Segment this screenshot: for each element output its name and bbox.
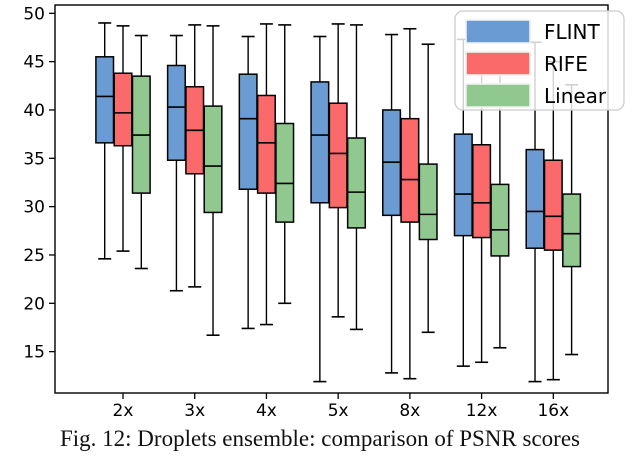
box-Linear-12x [490,183,510,257]
box-Linear-8x [418,163,438,241]
y-tick-label: 45 [23,53,45,73]
y-tick-label: 50 [23,4,45,24]
box-RIFE-8x [400,117,420,223]
box-RIFE-2x [113,72,133,147]
box-RIFE-4x [256,94,276,194]
box-FLINT-12x [453,133,473,237]
legend-label-Linear: Linear [544,84,607,108]
x-tick-label-5x: 5x [328,401,349,421]
box-FLINT-5x [310,81,330,204]
x-tick-label-16x: 16x [537,401,569,421]
legend-patch-Linear [465,83,531,108]
box-RIFE-5x [328,102,348,209]
box-Linear-16x [562,193,582,268]
legend-label-RIFE: RIFE [544,52,588,76]
x-tick-label-4x: 4x [256,401,277,421]
boxplot-chart: 15 20 25 30 35 40 45 50 2x 3x 4x 5x 8x 12x 16x FLINT RIF… [23,4,625,421]
box-Linear-5x [346,137,367,229]
y-tick-label: 15 [23,343,45,363]
x-tick-label-2x: 2x [113,401,134,421]
axes-frame [54,4,609,394]
x-tick-label-8x: 8x [399,401,420,421]
y-tick-label: 35 [23,149,45,169]
box-FLINT-3x [166,64,186,161]
legend-label-FLINT: FLINT [544,20,601,44]
legend-patch-RIFE [465,51,531,76]
box-RIFE-12x [472,144,492,239]
box-FLINT-16x [525,148,545,249]
box-Linear-3x [203,105,223,214]
y-tick-label: 40 [23,101,45,121]
y-tick-label: 25 [23,246,45,266]
box-RIFE-16x [543,159,563,251]
y-tick-label: 20 [23,294,45,314]
y-tick-label: 30 [23,198,45,218]
figure-caption: Fig. 12: Droplets ensemble: comparison o… [59,426,580,451]
x-tick-label-3x: 3x [184,401,205,421]
x-tick-label-12x: 12x [466,401,498,421]
legend-patch-FLINT [465,19,531,44]
box-FLINT-2x [95,56,115,144]
box-FLINT-4x [238,73,258,190]
box-Linear-4x [275,122,295,223]
